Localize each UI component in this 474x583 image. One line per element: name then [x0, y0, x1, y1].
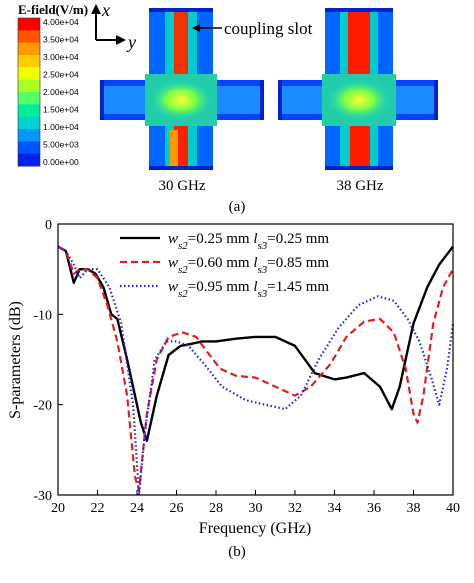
x-tick-label: 32 [288, 501, 302, 516]
x-tick-label: 40 [446, 501, 460, 516]
y-axis-ticks: 0 -10 -20 -30 [33, 218, 63, 504]
colorbar-segment [18, 141, 40, 155]
cross-center-hotspot [147, 78, 215, 122]
s-parameter-chart: 20 22 24 26 28 30 32 34 36 38 40 0 -10 -20 -30 Freque… [7, 218, 460, 560]
series-line-3 [57, 245, 455, 497]
series-line-2 [57, 245, 454, 492]
y-tick-label: -10 [33, 308, 52, 323]
colorbar-segment [18, 129, 40, 142]
cross-hot-top [174, 8, 188, 78]
colorbar-labels: 4.00e+04 3.50e+04 3.00e+04 2.50e+04 2.00e+04… [43, 17, 79, 167]
colorbar-label: 5.00e+03 [43, 140, 79, 150]
field-cross-30ghz [100, 8, 264, 170]
panel-label-b: (b) [228, 544, 246, 560]
y-tick-label: 0 [45, 218, 52, 233]
cross-hot-bottom-edge [170, 130, 178, 170]
cross-hot-top [348, 8, 370, 86]
panel-label-a: (a) [229, 199, 246, 215]
colorbar-segment [18, 67, 40, 81]
cross-right-end [260, 80, 264, 120]
y-tick-label: -20 [33, 399, 52, 414]
cross-left-end [100, 80, 104, 120]
colorbar-segment [18, 18, 40, 31]
label-30ghz: 30 GHz [158, 178, 205, 194]
field-cross-38ghz [278, 8, 438, 170]
colorbar-frame [17, 17, 41, 167]
axis-x-arrowhead [91, 4, 101, 14]
axis-x-label: x [101, 0, 110, 20]
plot-lines [57, 245, 455, 497]
colorbar-segment [18, 104, 40, 118]
cross-right-end [434, 80, 438, 120]
cross-bottom-end [325, 166, 393, 170]
x-tick-label: 38 [407, 501, 421, 516]
legend-label-2: ws2=0.60 mm ls3=0.85 mm [168, 255, 329, 276]
colorbar-segment [18, 92, 40, 105]
colorbar-label: 2.00e+04 [43, 87, 79, 97]
x-tick-label: 24 [130, 501, 144, 516]
colorbar-segment [18, 55, 40, 68]
colorbar-segment [18, 30, 40, 44]
colorbar-segment [18, 79, 40, 93]
coupling-slot-annotation: coupling slot [192, 19, 313, 38]
colorbar-title: E-field(V/m) [18, 2, 88, 17]
colorbar-label: 2.50e+04 [43, 70, 79, 80]
cross-top-end [325, 8, 393, 12]
x-tick-label: 26 [170, 501, 184, 516]
annotation-arrowhead [192, 24, 200, 32]
series-line-1 [57, 245, 454, 442]
axis-y-label: y [126, 32, 136, 52]
x-tick-label: 36 [367, 501, 381, 516]
x-axis-ticks: 20 22 24 26 28 30 32 34 36 38 40 [51, 490, 460, 516]
x-axis-label: Frequency (GHz) [199, 520, 311, 537]
y-tick-label: -30 [33, 489, 52, 504]
axis-y-arrowhead [116, 35, 126, 45]
colorbar-label: 4.00e+04 [43, 17, 79, 27]
colorbar-segment [18, 42, 40, 56]
cross-center-hotspot [325, 78, 393, 122]
label-38ghz: 38 GHz [336, 178, 383, 194]
field-panel: E-field(V/m) 4.00e+04 3.50e+04 3.00e+04 2.5… [17, 0, 438, 215]
cross-hot-bottom [350, 116, 370, 170]
y-axis-label: S-parameters (dB) [7, 301, 24, 419]
colorbar-label: 0.00e+00 [43, 157, 79, 167]
legend-label-1: ws2=0.25 mm ls3=0.25 mm [168, 231, 329, 252]
x-tick-label: 20 [51, 501, 65, 516]
axis-indicator: x y [91, 0, 136, 52]
x-tick-label: 30 [249, 501, 263, 516]
x-tick-label: 22 [91, 501, 105, 516]
colorbar-segment [18, 116, 40, 130]
legend-label-3: ws2=0.95 mm ls3=1.45 mm [168, 279, 329, 300]
colorbar-label: 1.00e+04 [43, 122, 79, 132]
colorbar [17, 17, 41, 167]
colorbar-label: 1.50e+04 [43, 105, 79, 115]
chart-legend: ws2=0.25 mm ls3=0.25 mm ws2=0.60 mm ls3=0… [120, 231, 329, 300]
cross-top-end [149, 8, 213, 12]
x-tick-label: 28 [209, 501, 223, 516]
cross-bottom-end [149, 166, 213, 170]
colorbar-label: 3.00e+04 [43, 52, 79, 62]
x-tick-label: 34 [328, 501, 342, 516]
cross-left-end [278, 80, 282, 120]
colorbar-label: 3.50e+04 [43, 35, 79, 45]
colorbar-segment [18, 153, 40, 167]
annotation-text: coupling slot [224, 19, 313, 38]
